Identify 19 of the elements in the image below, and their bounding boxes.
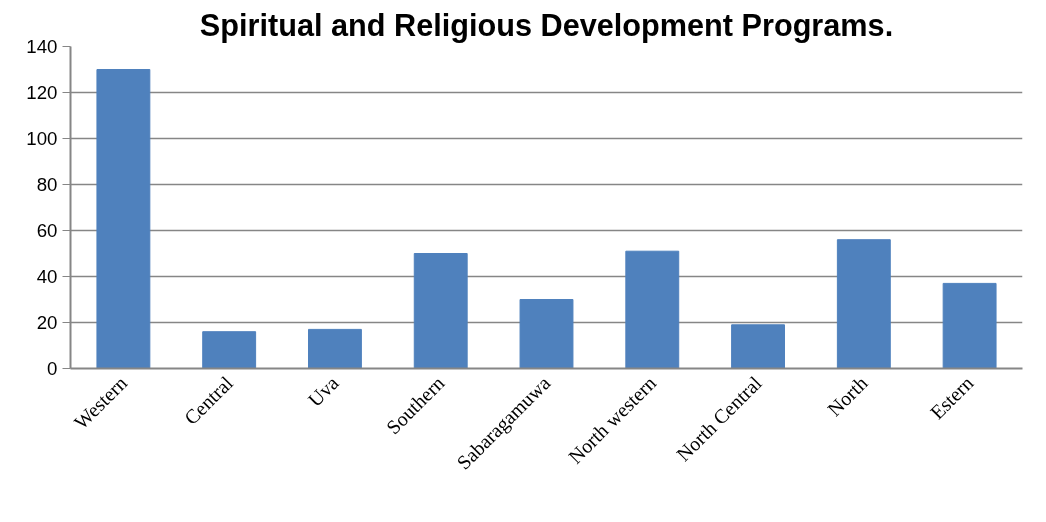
y-tick-label: 0 <box>47 358 58 379</box>
bar <box>731 324 785 369</box>
y-tick-label: 140 <box>26 36 58 57</box>
bar <box>836 239 891 369</box>
bar <box>202 331 257 369</box>
y-tick-label: 100 <box>26 128 58 149</box>
bar <box>942 282 997 369</box>
y-tick-label: 20 <box>36 312 58 333</box>
bar <box>519 299 574 369</box>
chart-title: Spiritual and Religious Development Programs. <box>199 7 894 43</box>
x-tick-label: Uva <box>303 371 343 411</box>
y-tick-label: 60 <box>36 220 58 241</box>
y-tick-label: 120 <box>26 82 58 103</box>
y-tick-label: 80 <box>36 174 58 195</box>
bar <box>96 69 151 369</box>
bar <box>625 250 680 369</box>
bar <box>308 328 362 369</box>
y-tick-label: 40 <box>36 266 58 287</box>
bar <box>413 253 468 369</box>
